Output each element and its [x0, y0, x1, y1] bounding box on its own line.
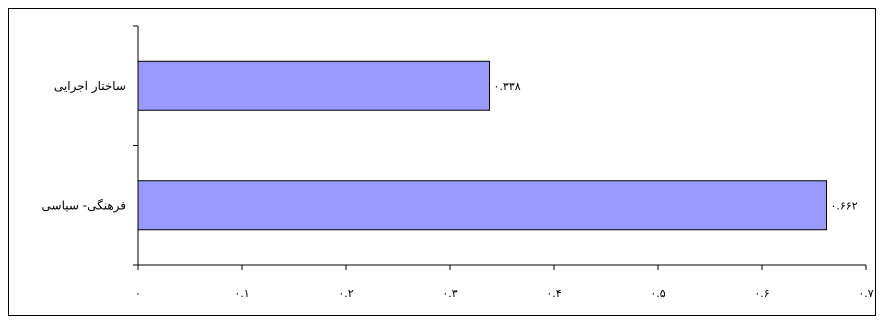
- x-tick-label: ۰.۳: [442, 287, 457, 300]
- bar: [137, 60, 491, 111]
- category-label: فرهنگی- سیاسی: [42, 198, 126, 213]
- x-tick-label: ۰: [135, 287, 141, 300]
- x-tick-label: ۰.۱: [234, 287, 249, 300]
- x-tick-label: ۰.۵: [650, 287, 665, 300]
- x-tick-label: ۰.۷: [858, 287, 873, 300]
- x-tick-label: ۰.۲: [338, 287, 353, 300]
- category-label: ساختار اجرایی: [54, 79, 126, 94]
- bar: [137, 180, 827, 231]
- data-label: ۰.۶۶۲: [830, 199, 857, 212]
- data-label: ۰.۳۳۸: [494, 80, 521, 93]
- x-tick-label: ۰.۴: [546, 287, 561, 300]
- x-tick-label: ۰.۶: [754, 287, 769, 300]
